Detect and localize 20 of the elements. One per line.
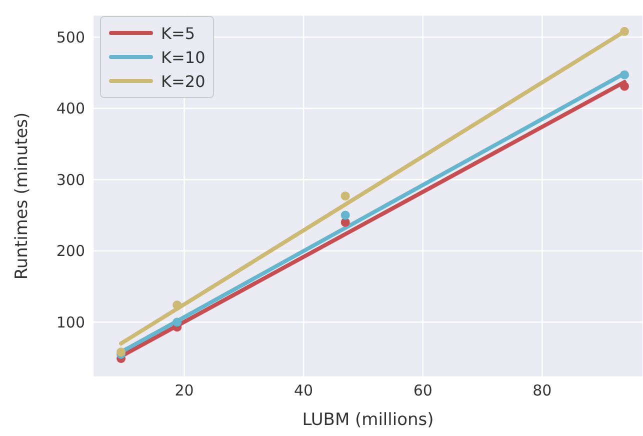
point: [620, 70, 630, 80]
point: [340, 210, 350, 220]
legend-label: K=10: [161, 48, 206, 66]
point: [620, 82, 630, 91]
y-tick-label: 100: [56, 313, 85, 332]
y-tick-label: 500: [56, 28, 85, 46]
point: [620, 26, 630, 36]
legend-label: K=20: [161, 72, 206, 90]
x-tick-label: 80: [532, 382, 552, 400]
y-tick-label: 200: [56, 242, 85, 260]
y-tick-label: 400: [56, 100, 85, 118]
x-tick-label: 60: [413, 382, 432, 400]
x-tick-label: 40: [294, 382, 314, 400]
x-axis-title: LUBM (millions): [302, 410, 434, 430]
y-tick-label: 300: [56, 170, 85, 189]
point: [172, 318, 182, 327]
x-tick-label: 20: [174, 382, 194, 400]
legend-label: K=5: [161, 24, 196, 42]
y-axis-title: Runtimes (minutes): [12, 112, 32, 280]
point: [340, 191, 350, 201]
